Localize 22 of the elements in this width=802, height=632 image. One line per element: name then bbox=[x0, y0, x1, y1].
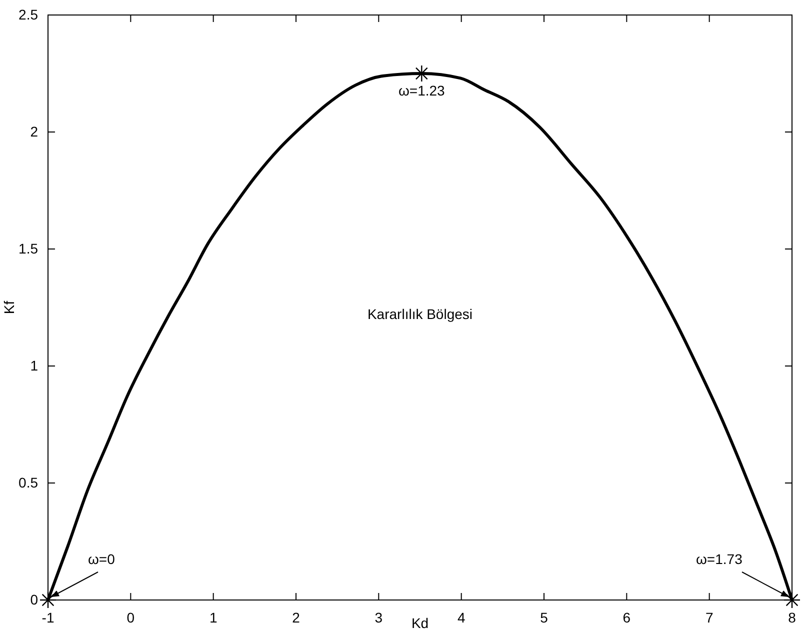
annotation: Kararlılık Bölgesi bbox=[367, 306, 473, 322]
x-tick-label: 4 bbox=[457, 610, 466, 626]
y-tick-label: 2 bbox=[30, 123, 38, 140]
x-tick-label: 8 bbox=[788, 610, 796, 626]
x-axis-title: Kd bbox=[411, 615, 429, 631]
annotation: ω=1.73 bbox=[696, 551, 743, 567]
x-tick-label: 1 bbox=[209, 610, 218, 626]
x-tick-label: 6 bbox=[622, 610, 631, 626]
y-tick-label: 1 bbox=[30, 357, 38, 374]
y-tick-label: 2.5 bbox=[18, 6, 38, 22]
y-tick-label: 0.5 bbox=[18, 474, 38, 490]
x-tick-label: -1 bbox=[42, 610, 54, 626]
y-tick-label: 0 bbox=[30, 591, 38, 608]
y-axis-title: Kf bbox=[1, 300, 17, 314]
annotation: ω=0 bbox=[88, 551, 116, 567]
x-tick-label: 0 bbox=[126, 610, 135, 626]
y-tick-label: 1.5 bbox=[18, 240, 38, 256]
annotation: ω=1.23 bbox=[398, 82, 446, 98]
x-tick-label: 3 bbox=[374, 610, 383, 626]
x-tick-label: 5 bbox=[540, 610, 548, 626]
x-tick-label: 2 bbox=[292, 610, 300, 626]
x-tick-label: 7 bbox=[705, 610, 714, 626]
